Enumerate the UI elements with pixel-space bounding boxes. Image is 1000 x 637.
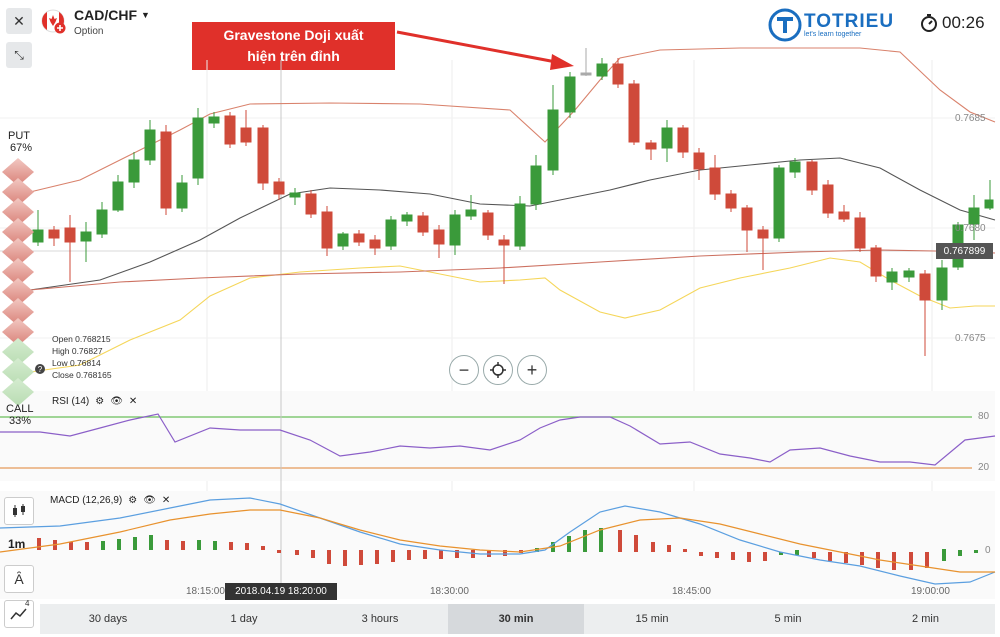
candlesticks	[32, 48, 994, 356]
recenter-button[interactable]	[483, 355, 513, 385]
ohlc-readout: Open 0.768215 High 0.76827 Low 0.76814 C…	[52, 333, 112, 381]
macd-header: MACD (12,26,9) ⚙ 👁 ✕	[50, 495, 170, 506]
ohlc-low: Low 0.76814	[52, 358, 101, 368]
sentiment-bar	[2, 158, 34, 406]
time-label-1: 18:15:00	[186, 586, 225, 597]
ohlc-high: High 0.76827	[52, 346, 103, 356]
minus-icon: −	[458, 359, 470, 380]
timeframe-15-min[interactable]: 15 min	[635, 613, 669, 625]
zoom-out-button[interactable]: −	[449, 355, 479, 385]
arrow-head	[550, 54, 574, 70]
interval-button[interactable]: 1m	[8, 537, 26, 551]
call-percent: 33%	[9, 415, 32, 427]
canada-flag-icon	[40, 8, 66, 34]
time-label-4: 19:00:00	[911, 586, 950, 597]
indicator-count: 4	[25, 599, 30, 608]
zoom-in-button[interactable]: +	[517, 355, 547, 385]
close-icon: ✕	[13, 12, 25, 29]
annotation-line-2: hiện trên đỉnh	[247, 48, 340, 64]
timer-value: 00:26	[942, 13, 985, 32]
timeframe-30-min[interactable]: 30 min	[448, 604, 584, 634]
logo-tagline: let's learn together	[804, 31, 862, 38]
candlestick-icon	[13, 504, 25, 517]
asset-name: CAD/CHF	[74, 7, 137, 23]
totrieu-logo: TOTRIEU let's learn together	[768, 8, 894, 42]
rsi-upper-level: 80	[978, 411, 990, 422]
put-label: PUT	[8, 130, 30, 142]
drawing-tools-button[interactable]: Ȃ	[4, 565, 34, 593]
close-icon[interactable]: ✕	[161, 495, 171, 506]
rsi-lower-level: 20	[978, 462, 990, 473]
plus-icon: +	[526, 359, 538, 380]
chevron-down-icon: ▼	[141, 10, 150, 20]
stopwatch-icon	[921, 14, 937, 32]
macd-title: MACD (12,26,9)	[50, 495, 123, 506]
price-label-1: 0.7685	[955, 113, 986, 124]
indicators-button[interactable]: 4	[4, 599, 34, 628]
bollinger-upper	[29, 47, 996, 193]
collapse-button[interactable]: ⤡	[6, 42, 32, 68]
expiry-timer: 00:26	[920, 13, 985, 33]
timeframe-1-day[interactable]: 1 day	[230, 613, 258, 625]
annotation-arrow	[396, 30, 557, 64]
current-price-badge: 0.767899	[936, 243, 993, 259]
eye-icon[interactable]: 👁	[110, 396, 123, 407]
annotation-box: Gravestone Doji xuất hiện trên đỉnh	[192, 22, 395, 70]
gear-icon[interactable]: ⚙	[95, 396, 105, 407]
logo-text: TOTRIEU	[804, 11, 895, 32]
time-label-2: 18:30:00	[430, 586, 469, 597]
chart-type-button[interactable]	[4, 497, 34, 525]
ohlc-open: Open 0.768215	[52, 334, 111, 344]
timeframe-3-hours[interactable]: 3 hours	[361, 613, 399, 625]
gear-icon[interactable]: ⚙	[128, 495, 138, 506]
put-percent: 67%	[10, 142, 33, 154]
call-label: CALL	[6, 403, 34, 415]
collapse-icon: ⤡	[14, 47, 24, 62]
price-label-2: 0.7680	[955, 223, 986, 234]
macd-signal	[0, 509, 995, 573]
logo-icon	[768, 8, 802, 42]
long-moving-average	[29, 249, 996, 291]
rsi-title: RSI (14)	[52, 396, 90, 407]
compass-icon: Ȃ	[14, 571, 24, 587]
crosshair-time-badge: 2018.04.19 18:20:00	[225, 583, 337, 600]
asset-type: Option	[74, 26, 104, 37]
timeframe-5-min[interactable]: 5 min	[774, 613, 802, 625]
close-button[interactable]: ✕	[6, 8, 32, 34]
ohlc-close: Close 0.768165	[52, 370, 112, 380]
timeframe-30-days[interactable]: 30 days	[88, 613, 128, 625]
close-icon[interactable]: ✕	[128, 396, 138, 407]
macd-line	[0, 497, 996, 585]
rsi-header: RSI (14) ⚙ 👁 ✕	[52, 396, 137, 407]
indicator-icon	[10, 608, 27, 620]
moving-average	[29, 157, 996, 291]
annotation-line-1: Gravestone Doji xuất	[223, 27, 364, 43]
call-sentiment: CALL 33%	[6, 403, 34, 427]
help-icon[interactable]: ?	[35, 364, 45, 374]
bollinger-lower	[29, 257, 995, 373]
timeframe-2-min[interactable]: 2 min	[912, 613, 939, 625]
price-label-3: 0.7675	[955, 333, 986, 344]
eye-icon[interactable]: 👁	[143, 495, 156, 506]
rsi-panel	[0, 391, 995, 481]
crosshair-icon	[490, 362, 506, 378]
put-sentiment: PUT 67%	[8, 130, 32, 154]
macd-zero-level: 0	[985, 545, 991, 556]
asset-selector[interactable]: CAD/CHF ▼	[74, 7, 150, 23]
time-label-3: 18:45:00	[672, 586, 711, 597]
rsi-line	[0, 413, 996, 466]
